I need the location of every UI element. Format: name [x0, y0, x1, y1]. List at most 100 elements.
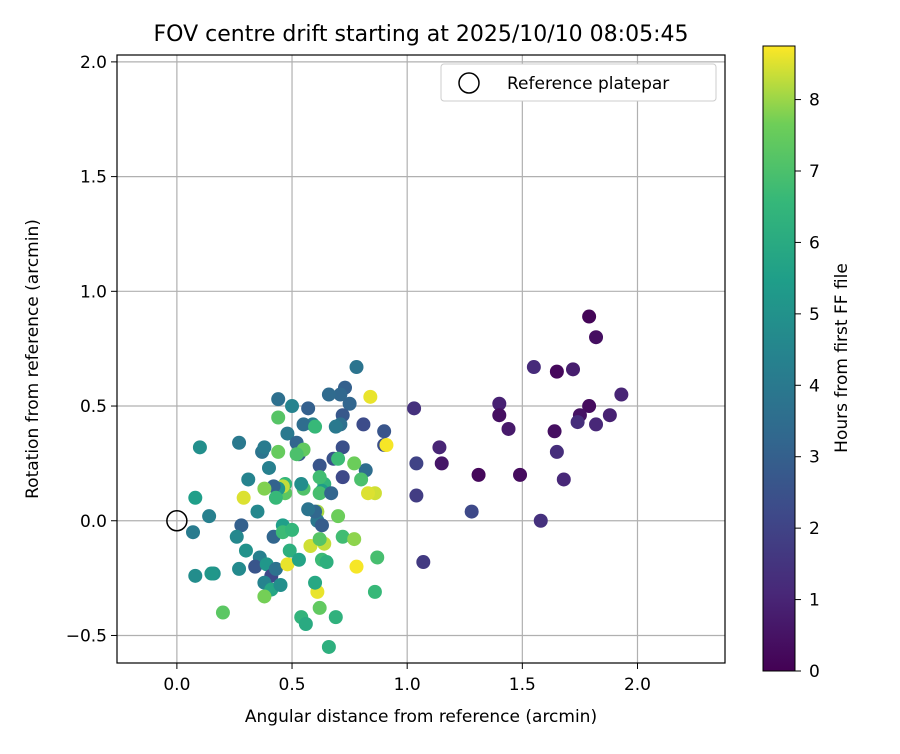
data-point	[308, 575, 323, 590]
chart-title: FOV centre drift starting at 2025/10/10 …	[154, 22, 689, 47]
data-point	[294, 477, 309, 492]
colorbar-gradient	[762, 45, 796, 672]
y-tick-label: 1.5	[80, 168, 107, 188]
data-point	[331, 451, 346, 466]
data-point	[238, 543, 253, 558]
colorbar-tick-label: 6	[809, 233, 820, 253]
x-tick-label: 1.5	[509, 675, 536, 695]
legend-marker-icon	[458, 72, 480, 94]
data-point	[192, 440, 207, 455]
data-point	[556, 472, 571, 487]
data-point	[409, 488, 424, 503]
data-point	[285, 399, 300, 414]
data-point	[349, 559, 364, 574]
data-point	[335, 470, 350, 485]
data-point	[335, 529, 350, 544]
data-point	[324, 486, 339, 501]
data-point	[234, 518, 249, 533]
data-point	[321, 387, 336, 402]
data-point	[513, 467, 528, 482]
colorbar-tick-label: 5	[809, 305, 820, 325]
data-point	[186, 525, 200, 540]
colorbar-tick-label: 8	[809, 91, 820, 111]
data-point	[582, 309, 597, 324]
data-point	[257, 589, 272, 604]
data-point	[312, 470, 327, 485]
data-point	[370, 550, 385, 565]
y-tick-label: 2.0	[80, 53, 107, 73]
data-point	[232, 435, 247, 450]
data-points	[186, 309, 629, 654]
x-tick-label: 1.0	[394, 675, 421, 695]
data-point	[289, 447, 304, 462]
plot-frame	[116, 54, 726, 664]
y-tick-label: −0.5	[66, 626, 107, 646]
data-point	[492, 396, 507, 411]
data-point	[301, 502, 316, 517]
colorbar-tick-label: 2	[809, 519, 820, 539]
data-point	[232, 561, 247, 576]
data-point	[202, 509, 217, 524]
data-point	[471, 467, 486, 482]
data-point	[312, 486, 327, 501]
data-point	[407, 401, 422, 416]
data-point	[361, 486, 376, 501]
data-point	[354, 472, 369, 487]
data-point	[257, 481, 272, 496]
data-point	[328, 610, 343, 625]
data-point	[349, 360, 364, 375]
data-point	[312, 532, 327, 547]
colorbar-tick-label: 0	[809, 662, 820, 682]
data-point	[492, 408, 507, 423]
data-point	[308, 419, 323, 434]
data-point	[432, 440, 447, 455]
data-point	[271, 444, 286, 459]
data-point	[188, 568, 203, 583]
data-point	[312, 600, 327, 615]
data-point	[333, 387, 348, 402]
data-point	[434, 456, 449, 471]
data-point	[347, 456, 362, 471]
colorbar-label: Hours from first FF file	[832, 263, 852, 453]
grid	[117, 55, 725, 663]
data-point	[335, 440, 350, 455]
colorbar-ticks: 0 1 2 3 4 5 6 7 8	[795, 91, 820, 682]
x-tick-label: 0.0	[163, 675, 190, 695]
data-point	[262, 460, 276, 475]
data-point	[342, 396, 357, 411]
y-tick-label: 0.0	[80, 512, 107, 532]
data-point	[215, 605, 230, 620]
data-point	[321, 639, 336, 654]
y-axis-label: Rotation from reference (arcmin)	[23, 219, 43, 499]
data-point	[331, 509, 346, 524]
colorbar-tick-label: 1	[809, 591, 820, 611]
data-point	[257, 440, 272, 455]
data-point	[301, 401, 316, 416]
y-axis-ticks: −0.5 0.0 0.5 1.0 1.5 2.0	[66, 53, 117, 646]
data-point	[464, 504, 479, 519]
colorbar-tick-label: 3	[809, 448, 820, 468]
data-point	[379, 438, 394, 453]
data-point	[285, 522, 300, 537]
data-point	[268, 490, 283, 505]
data-point	[271, 410, 286, 425]
data-point	[416, 555, 431, 570]
data-point	[248, 559, 263, 574]
colorbar-tick-label: 7	[809, 162, 820, 182]
data-point	[298, 616, 313, 631]
x-tick-label: 0.5	[279, 675, 306, 695]
colorbar-tick-label: 4	[809, 376, 820, 396]
data-point	[347, 532, 362, 547]
data-point	[614, 387, 629, 402]
colorbar: 0 1 2 3 4 5 6 7 8 Hours from first FF file	[762, 45, 852, 682]
data-point	[280, 557, 295, 572]
data-point	[589, 417, 604, 432]
data-point	[314, 518, 329, 533]
data-point	[188, 490, 203, 505]
legend-box	[440, 63, 717, 102]
x-axis-ticks: 0.0 0.5 1.0 1.5 2.0	[163, 663, 651, 695]
data-point	[409, 456, 424, 471]
data-point	[367, 584, 382, 599]
